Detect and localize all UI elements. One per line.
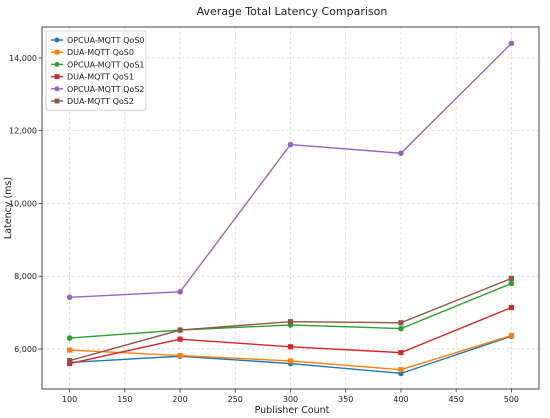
data-point <box>287 319 294 325</box>
y-tick-label: 8,000 <box>14 272 37 281</box>
legend-label: OPCUA-MQTT QoS0 <box>67 36 144 45</box>
data-point <box>508 40 515 47</box>
series-2 <box>66 280 515 341</box>
data-point <box>66 294 73 301</box>
data-point <box>177 336 183 342</box>
series-1 <box>67 332 514 373</box>
legend-marker <box>54 86 60 92</box>
series-layer <box>66 40 515 377</box>
x-tick-label: 100 <box>62 395 77 404</box>
data-point <box>398 325 404 332</box>
y-tick-label: 14,000 <box>9 54 37 63</box>
x-tick-label: 400 <box>393 395 408 404</box>
x-axis-label: Publisher Count <box>255 405 330 416</box>
legend-label: OPCUA-MQTT QoS2 <box>67 85 144 94</box>
legend-item: OPCUA-MQTT QoS1 <box>51 60 144 69</box>
data-point <box>508 332 514 339</box>
chart-title: Average Total Latency Comparison <box>197 5 388 18</box>
x-tick-label: 500 <box>504 395 519 404</box>
y-axis-label: Latency (ms) <box>3 177 14 239</box>
x-tick-label: 200 <box>172 395 187 404</box>
x-tick-label: 250 <box>228 395 243 404</box>
legend-item: OPCUA-MQTT QoS0 <box>51 36 144 45</box>
data-point <box>287 344 294 350</box>
data-point <box>398 320 404 326</box>
data-point <box>287 358 294 364</box>
data-point <box>177 289 183 295</box>
legend-item: DUA-MQTT QoS2 <box>51 97 134 106</box>
series-5 <box>67 275 514 364</box>
data-point <box>508 304 514 311</box>
legend-label: DUA-MQTT QoS1 <box>67 73 134 82</box>
x-tick-label: 300 <box>283 395 298 404</box>
data-point <box>66 335 73 341</box>
legend-marker <box>54 49 60 55</box>
x-tick-label: 150 <box>117 395 132 404</box>
y-tick-label: 6,000 <box>14 345 37 354</box>
data-point <box>398 150 404 157</box>
legend-item: OPCUA-MQTT QoS2 <box>51 85 144 94</box>
data-point <box>508 275 514 281</box>
y-axis: 6,000 8,000 10,000 12,000 14,000 <box>9 54 42 354</box>
legend-box <box>45 30 147 111</box>
data-point <box>398 350 404 356</box>
series-line <box>69 306 512 365</box>
data-point <box>508 280 515 287</box>
legend-label: DUA-MQTT QoS2 <box>67 97 134 106</box>
x-tick-label: 450 <box>449 395 464 404</box>
legend-item: DUA-MQTT QoS0 <box>51 48 134 57</box>
series-line <box>69 282 512 339</box>
legend: OPCUA-MQTT QoS0 DUA-MQTT QoS0 OPCUA-MQTT Q… <box>45 30 147 111</box>
data-point <box>398 367 404 373</box>
y-tick-label: 10,000 <box>9 199 37 208</box>
legend-marker <box>54 61 60 67</box>
legend-item: DUA-MQTT QoS1 <box>51 73 134 82</box>
legend-marker <box>54 74 60 79</box>
series-3 <box>67 304 514 367</box>
data-point <box>67 360 73 367</box>
data-point <box>287 141 294 148</box>
x-tick-label: 350 <box>338 395 353 404</box>
legend-label: OPCUA-MQTT QoS1 <box>67 60 144 69</box>
data-point <box>67 358 73 364</box>
legend-label: DUA-MQTT QoS0 <box>67 48 134 57</box>
data-point <box>177 352 183 359</box>
legend-marker <box>54 37 60 43</box>
data-point <box>67 347 73 353</box>
series-4 <box>66 40 515 301</box>
x-axis: 100 150 200 250 300 350 400 450 500 <box>62 389 519 404</box>
legend-marker <box>54 98 60 104</box>
data-point <box>177 327 183 333</box>
y-tick-label: 12,000 <box>9 127 37 136</box>
